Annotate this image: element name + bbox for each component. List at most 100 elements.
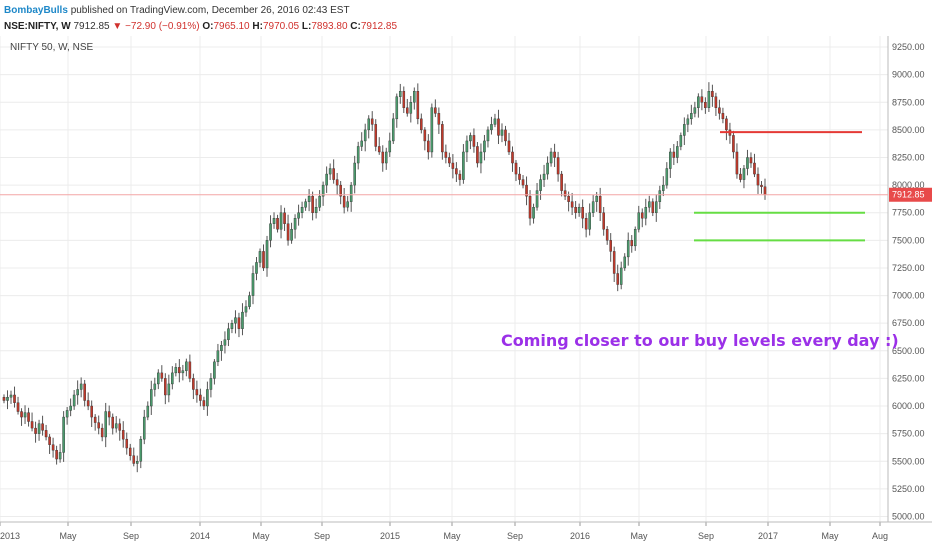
candle-body <box>567 195 570 202</box>
candle-body <box>83 383 86 401</box>
candle-body <box>528 195 532 219</box>
candle-body <box>272 218 276 224</box>
candle-body <box>662 184 665 191</box>
candle-body <box>160 372 164 379</box>
candle-body <box>65 410 69 418</box>
candle-body <box>128 447 132 456</box>
candle-body <box>107 411 111 418</box>
candle-body <box>37 423 41 434</box>
candle-body <box>6 396 9 401</box>
candle-body <box>346 201 349 208</box>
candle-body <box>104 411 107 438</box>
published-text: published on TradingView.com, December 2… <box>70 5 350 16</box>
candle-body <box>591 201 595 213</box>
x-tick-label: Sep <box>698 531 714 541</box>
candle-body <box>549 151 553 164</box>
candle-body <box>451 162 455 169</box>
candle-body <box>514 162 518 175</box>
candle-body <box>269 223 272 241</box>
candle-body <box>234 317 237 324</box>
candle-body <box>490 124 493 131</box>
candle-body <box>486 129 490 142</box>
candle-body <box>430 107 434 153</box>
candle-body <box>349 184 353 202</box>
candle-body <box>9 394 13 398</box>
candle-body <box>763 186 767 195</box>
candle-body <box>44 430 48 438</box>
candle-body <box>311 195 314 213</box>
candle-body <box>448 157 451 164</box>
author-link[interactable]: BombayBulls <box>4 5 68 16</box>
y-tick-label: 5000.00 <box>892 511 925 521</box>
candle-body <box>339 184 342 197</box>
x-tick-label: Sep <box>123 531 139 541</box>
candle-body <box>686 118 690 125</box>
candle-body <box>111 416 115 429</box>
candle-body <box>384 151 388 164</box>
candle-body <box>416 91 420 120</box>
x-tick-label: Sep <box>507 531 523 541</box>
candle-body <box>721 113 725 120</box>
candle-body <box>749 157 753 164</box>
candle-body <box>626 240 630 258</box>
candle-body <box>458 173 462 180</box>
candle-body <box>227 328 230 340</box>
candle-body <box>718 107 721 114</box>
x-tick-label: 2017 <box>758 531 778 541</box>
candlestick-chart[interactable]: 5000.00 5250.00 5500.00 5750.00 6000.00 6250.… <box>0 34 932 550</box>
candle-body <box>388 140 392 153</box>
candle-body <box>465 140 469 153</box>
candle-body <box>118 423 122 431</box>
candle-body <box>679 135 683 147</box>
close-value: 7912.85 <box>360 21 398 32</box>
candle-body <box>342 195 346 208</box>
candle-body <box>290 229 293 241</box>
chart-area[interactable]: 5000.00 5250.00 5500.00 5750.00 6000.00 6250.… <box>0 34 932 550</box>
candle-body <box>556 157 560 175</box>
candle-body <box>307 195 311 202</box>
candle-body <box>167 383 171 396</box>
candle-body <box>504 129 507 142</box>
candle-body <box>16 402 20 412</box>
candle-body <box>518 173 521 180</box>
candle-body <box>640 212 644 219</box>
candle-body <box>630 240 634 247</box>
open-value: 7965.10 <box>213 21 250 32</box>
candle-body <box>150 389 153 407</box>
candle-body <box>444 151 448 158</box>
low-value: 7893.80 <box>311 21 348 32</box>
candle-body <box>434 107 437 114</box>
candle-body <box>535 190 539 208</box>
y-tick-label: 8000.00 <box>892 180 925 190</box>
x-tick-label: Aug <box>872 531 888 541</box>
plot-background <box>0 36 888 522</box>
candle-body <box>100 427 104 438</box>
candle-body <box>633 229 637 247</box>
candle-body <box>27 412 30 422</box>
candle-body <box>279 212 283 230</box>
candle-body <box>213 361 216 379</box>
candle-body <box>581 207 584 219</box>
candle-body <box>199 394 202 401</box>
candle-body <box>735 151 739 175</box>
candle-body <box>13 394 16 403</box>
candle-body <box>704 102 707 108</box>
candle-body <box>672 151 676 158</box>
candle-body <box>402 91 406 108</box>
candle-body <box>69 405 72 411</box>
candle-body <box>693 107 697 114</box>
candle-body <box>188 361 192 379</box>
candle-body <box>185 361 188 371</box>
candle-body <box>483 140 486 153</box>
candle-body <box>612 251 616 274</box>
y-tick-label: 7250.00 <box>892 263 925 273</box>
candle-body <box>651 201 655 213</box>
y-tick-label: 8250.00 <box>892 153 925 163</box>
candle-body <box>669 151 672 169</box>
candle-body <box>423 129 427 142</box>
y-tick-label: 7500.00 <box>892 235 925 245</box>
candle-body <box>409 102 413 114</box>
candle-body <box>121 430 125 440</box>
y-tick-label: 7750.00 <box>892 208 925 218</box>
x-tick-label: May <box>443 531 461 541</box>
